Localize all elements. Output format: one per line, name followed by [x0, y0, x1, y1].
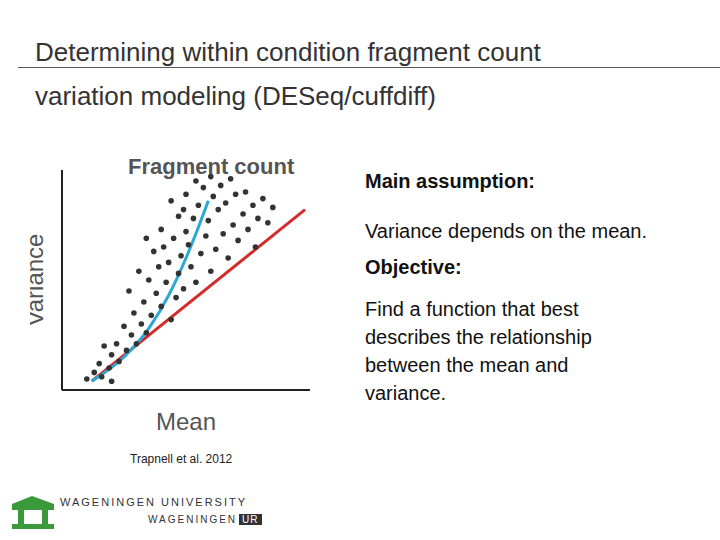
html-text:Trapnell et al. 2012: Trapnell et al. 2012: [130, 452, 233, 466]
html-text:between the mean and: between the mean and: [365, 354, 569, 376]
svg-text:Mean: Mean: [156, 408, 216, 430]
html-text:Determining within condition f: Determining within condition fragment co…: [35, 37, 541, 67]
html-text:Find a function that best: Find a function that best: [365, 298, 579, 320]
html-text:WAGENINGEN: WAGENINGEN: [148, 514, 238, 525]
html-text:describes the relationship: describes the relationship: [365, 326, 592, 348]
html-text:Main assumption:: Main assumption:: [365, 170, 535, 192]
html-text:variance.: variance.: [365, 382, 447, 404]
html-text:Objective:: Objective:: [365, 256, 462, 278]
svg-text:Variance: Variance: [30, 234, 48, 327]
html-text:UR: UR: [242, 514, 259, 525]
html-text:WAGENINGEN UNIVERSITY: WAGENINGEN UNIVERSITY: [60, 496, 248, 508]
html-text:Variance depends on the mean.: Variance depends on the mean.: [365, 220, 648, 242]
html-text:variation modeling (DESeq/cuff: variation modeling (DESeq/cuffdiff): [35, 81, 436, 111]
html-text:Fragment count: Fragment count: [128, 154, 295, 179]
